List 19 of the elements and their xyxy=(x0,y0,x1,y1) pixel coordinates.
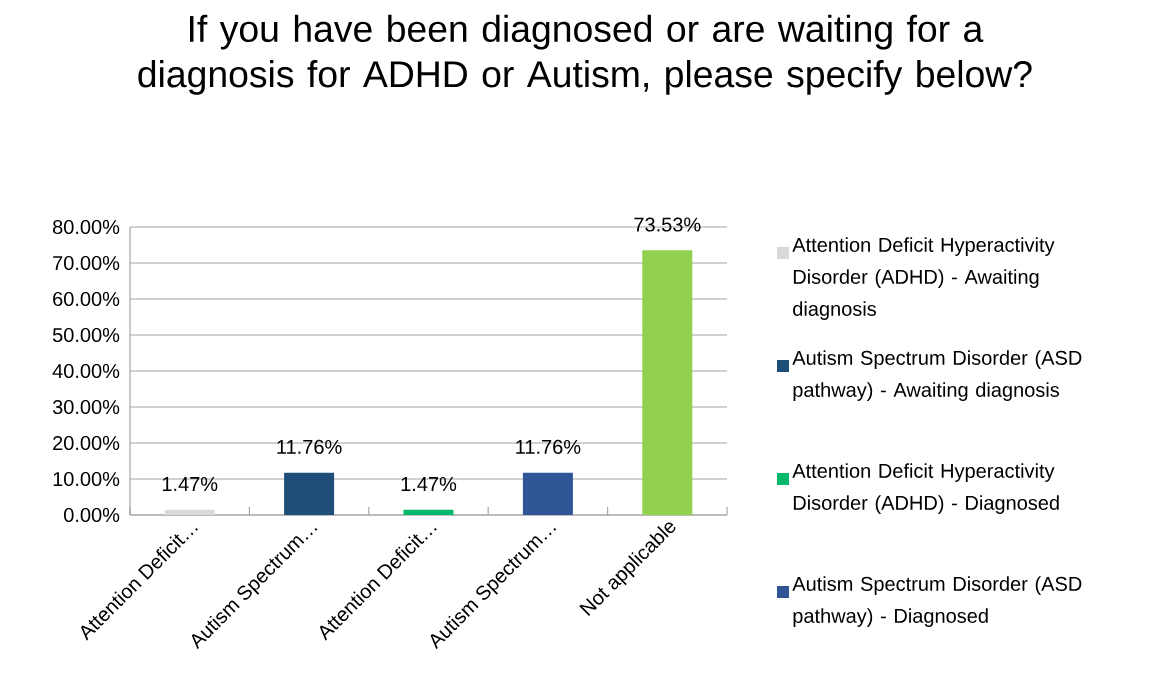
y-tick-label: 10.00% xyxy=(53,471,120,487)
y-tick-label: 0.00% xyxy=(64,507,120,523)
y-tick-label: 30.00% xyxy=(52,399,120,415)
y-tick-label: 20.00% xyxy=(53,435,120,451)
legend-label: Attention Deficit Hyperactivity Disorder (ADHD) - Awaiting diagnosis xyxy=(792,237,1055,320)
legend-label: Attention Deficit Hyperactivity Disorder (ADHD) - Diagnosed xyxy=(792,463,1059,514)
legend-label: Autism Spectrum Disorder (ASD pathway) - Awaiting diagnosis xyxy=(792,350,1082,401)
data-label: 11.76% xyxy=(516,439,581,454)
data-label: 1.47% xyxy=(401,477,457,492)
data-label: 1.47% xyxy=(162,477,218,492)
y-tick-label: 60.00% xyxy=(53,291,120,307)
chart-title: If you have been diagnosed or are waiting for a diagnosis for ADHD or Autism, please specify below? xyxy=(138,14,1032,95)
y-tick-label: 50.00% xyxy=(52,327,120,343)
y-tick-label: 40.00% xyxy=(52,363,120,379)
data-label: 73.53% xyxy=(634,217,701,232)
data-label: 11.76% xyxy=(277,439,342,454)
y-tick-label: 80.00% xyxy=(53,219,120,235)
y-tick-label: 70.00% xyxy=(53,255,120,271)
legend-label: Autism Spectrum Disorder (ASD pathway) - Diagnosed xyxy=(792,576,1082,627)
